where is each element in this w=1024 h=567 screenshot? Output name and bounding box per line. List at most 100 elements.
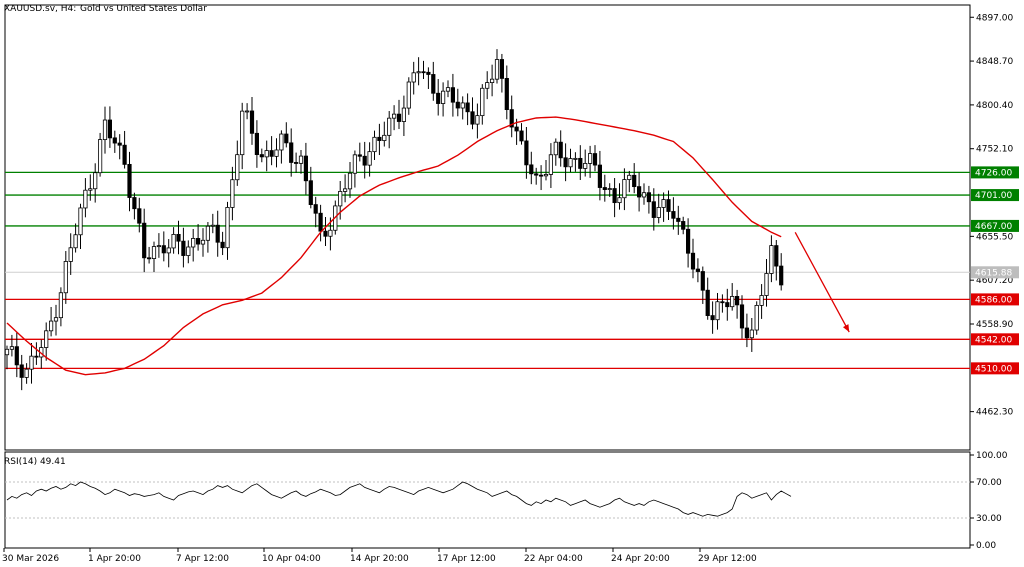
candle-body [524, 140, 529, 166]
level-price-label: 4542.00 [975, 335, 1012, 345]
candle-body [357, 154, 362, 157]
candle-body [656, 207, 661, 218]
time-axis-label: 17 Apr 12:00 [437, 554, 496, 564]
candle-body [284, 133, 289, 144]
candle-body [269, 150, 274, 157]
candle-body [387, 117, 392, 136]
candle-body [293, 162, 299, 164]
candle-body [730, 296, 735, 308]
time-axis-label: 30 Mar 2026 [2, 554, 59, 564]
current-price-label: 4615.88 [975, 268, 1012, 278]
candle-body [651, 201, 656, 218]
candle-body [191, 238, 196, 248]
candle-body [475, 115, 480, 125]
rsi-axis-label: 0.00 [976, 541, 996, 551]
candle-body [460, 102, 465, 109]
candle-body [342, 188, 348, 192]
candle-body [274, 149, 279, 157]
candle-body [254, 132, 259, 155]
candle-body [450, 87, 456, 103]
candle-body [367, 151, 372, 166]
candle-body [426, 71, 431, 75]
candle-body [607, 188, 612, 190]
price-axis-label: 4558.90 [976, 320, 1013, 330]
level-price-label: 4726.00 [975, 168, 1012, 178]
candle-body [470, 111, 475, 125]
candle-body [769, 245, 774, 274]
candle-body [249, 110, 255, 134]
candle-body [112, 137, 117, 144]
level-price-tag [971, 219, 1019, 232]
candle-body [480, 87, 485, 117]
candle-body [377, 136, 382, 141]
candle-body [34, 355, 39, 358]
candle-body [705, 289, 710, 316]
candle-body [235, 154, 240, 181]
candle-body [205, 225, 210, 241]
candle-body [49, 320, 54, 332]
candle-body [195, 238, 201, 245]
candle-body [421, 71, 426, 74]
candle-body [583, 163, 588, 169]
time-axis-label: 7 Apr 12:00 [176, 554, 229, 564]
level-price-label: 4701.00 [975, 191, 1012, 201]
candle-body [485, 82, 490, 89]
candle-body [602, 187, 607, 190]
candle-body [529, 164, 534, 175]
candle-body [171, 233, 176, 249]
current-price-tag [971, 266, 1019, 279]
candle-body [548, 154, 554, 175]
chart-title-symbol: XAUUSD.sv, H4: [4, 4, 77, 14]
candle-body [328, 229, 333, 237]
candle-body [681, 221, 686, 230]
candle-body [313, 204, 318, 214]
candle-body [558, 141, 563, 159]
candle-body [83, 189, 88, 209]
candle-body [440, 90, 446, 104]
candle-body [58, 292, 64, 319]
candle-body [539, 174, 544, 177]
forecast-arrow-head [842, 324, 850, 333]
candle-body [220, 241, 225, 249]
candle-body [627, 174, 632, 180]
rsi-panel-label: RSI(14) 49.41 [4, 457, 66, 467]
candle-body [230, 179, 235, 208]
level-price-tag [971, 166, 1019, 179]
candle-body [63, 261, 68, 294]
candle-body [382, 134, 387, 141]
price-axis-label: 4655.50 [976, 232, 1013, 242]
price-axis-label: 4897.00 [976, 13, 1013, 23]
candle-body [686, 228, 691, 254]
candle-body [637, 186, 642, 198]
price-panel-frame [4, 4, 971, 451]
candle-body [186, 246, 191, 256]
candle-body [225, 207, 230, 249]
candle-body [597, 164, 603, 188]
candle-body [612, 188, 617, 204]
candle-body [578, 157, 583, 169]
candle-body [362, 155, 367, 166]
candle-body [519, 130, 524, 142]
price-axis-label: 4462.30 [976, 408, 1013, 418]
candle-body [695, 268, 701, 272]
candle-body [391, 113, 397, 119]
candle-body [455, 101, 460, 109]
candle-body [146, 257, 152, 260]
candle-body [347, 172, 353, 190]
candle-body [739, 304, 745, 329]
candle-body [156, 245, 161, 248]
time-axis-label: 1 Apr 20:00 [88, 554, 141, 564]
candle-body [151, 246, 157, 259]
price-axis-label: 4848.70 [976, 57, 1013, 67]
candle-body [19, 364, 24, 378]
candle-body [117, 142, 122, 146]
level-price-tag [971, 362, 1019, 375]
candle-body [14, 346, 19, 366]
candle-body [534, 173, 539, 176]
time-axis-label: 22 Apr 04:00 [524, 554, 583, 564]
candle-body [514, 126, 519, 132]
candle-body [372, 136, 377, 153]
candle-body [779, 265, 784, 286]
candle-body [588, 153, 593, 164]
